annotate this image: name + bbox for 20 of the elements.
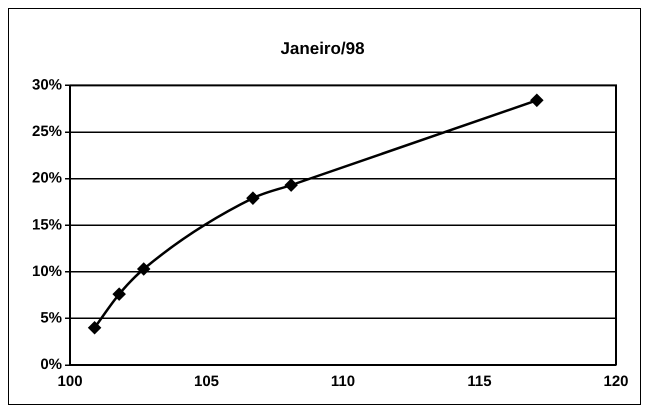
x-tick-label: 100 [58,373,83,390]
point [246,192,260,204]
y-tick-label: 0% [40,356,62,374]
y-tick-label: 25% [32,123,62,140]
y-tick-label: 15% [32,216,62,234]
x-tick-label: 105 [194,373,220,390]
point [88,321,101,334]
point [112,288,126,300]
x-tick-label: 110 [330,373,356,390]
x-tick-label: 115 [467,373,492,390]
chart-frame: Janeiro/98 100 105 110 115 120 0% 5% 10% 15% 20% 25% 30% [8,8,641,405]
y-tick-label: 5% [40,310,62,327]
y-tick-label: 20% [32,170,62,187]
point [530,94,544,107]
point [137,262,150,276]
chart-title: Janeiro/98 [280,38,365,58]
y-tick-label: 10% [32,262,62,280]
point [284,178,298,192]
y-tick-label: 30% [32,76,62,94]
x-tick-label: 120 [603,373,629,390]
